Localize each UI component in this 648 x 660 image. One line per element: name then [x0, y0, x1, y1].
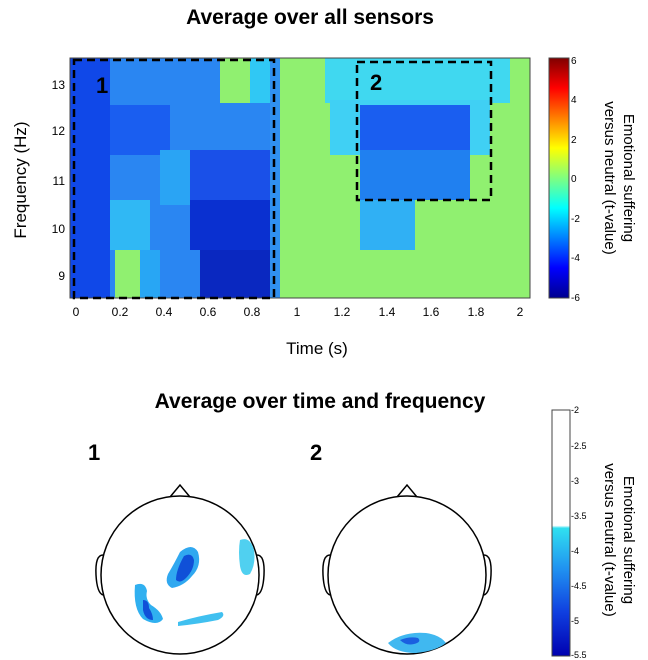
topo-1-label: 1: [88, 440, 100, 465]
colorbar-1-label-line2: versus neutral (t-value): [601, 101, 618, 254]
top-title: Average over all sensors: [186, 6, 434, 29]
x-tick-2: 2: [517, 305, 524, 319]
x-axis-label: Time (s): [286, 339, 348, 358]
region-1-box: [72, 58, 276, 300]
cb1-tick-0: 0: [571, 174, 577, 185]
colorbar-2-label-line1: Emotional suffering: [620, 476, 637, 604]
cb1-tick-6: 6: [571, 56, 577, 67]
x-tick-0.4: 0.4: [156, 305, 173, 319]
heatmap-frame: [69, 57, 531, 299]
x-tick-0: 0: [73, 305, 80, 319]
region-1-label: 1: [96, 73, 108, 98]
x-tick-1: 1: [294, 305, 301, 319]
nose-icon: [168, 483, 192, 498]
colorbar-1: 6 4 2 0 -2 -4 -6 Emotional suffering ver…: [548, 56, 637, 304]
y-tick-13: 13: [52, 78, 66, 92]
region-2-box: [355, 60, 493, 202]
cb2-tick-5: -4: [571, 546, 579, 556]
cb1-tick-2: 2: [571, 135, 577, 146]
cb2-tick-7: -5: [571, 616, 579, 626]
x-tick-1.8: 1.8: [468, 305, 485, 319]
x-tick-1.6: 1.6: [423, 305, 440, 319]
colorbar-1-label-line1: Emotional suffering: [620, 114, 637, 242]
region-2-label: 2: [370, 70, 382, 95]
cb2-tick-3: -3: [571, 476, 579, 486]
topo-2-label: 2: [310, 440, 322, 465]
topoplot-1: [95, 483, 265, 655]
y-axis-label: Frequency (Hz): [11, 121, 30, 238]
colorbar-2-label-line2: versus neutral (t-value): [601, 463, 618, 616]
cb1-tick-neg4: -4: [571, 253, 580, 264]
cb2-tick-6: -4.5: [571, 581, 587, 591]
topoplot-2: [322, 483, 492, 655]
cb2-tick-2: -2.5: [571, 441, 587, 451]
cb1-tick-neg2: -2: [571, 214, 580, 225]
cb2-tick-8: -5.5: [571, 650, 587, 660]
y-tick-12: 12: [52, 124, 66, 138]
nose-icon: [395, 483, 419, 498]
y-tick-labels: 13 12 11 10 9: [52, 78, 66, 283]
topo-2-blobs: [388, 632, 446, 653]
heatmap: [69, 57, 531, 300]
x-tick-1.4: 1.4: [379, 305, 396, 319]
y-tick-9: 9: [58, 269, 65, 283]
cb1-tick-neg6: -6: [571, 293, 580, 304]
x-tick-0.8: 0.8: [244, 305, 261, 319]
cb1-tick-4: 4: [571, 95, 577, 106]
colorbar-2: -2 -2.5 -3 -3.5 -4 -4.5 -5 -5.5 Emotiona…: [551, 405, 637, 660]
cb2-tick-4: -3.5: [571, 511, 587, 521]
y-tick-10: 10: [52, 222, 66, 236]
topo-1-blobs: [134, 539, 255, 626]
x-tick-1.2: 1.2: [334, 305, 351, 319]
x-tick-0.2: 0.2: [112, 305, 129, 319]
y-tick-11: 11: [53, 174, 66, 188]
x-tick-labels: 0 0.2 0.4 0.6 0.8 1 1.2 1.4 1.6 1.8 2: [73, 305, 524, 319]
head-outline: [327, 495, 487, 655]
cb2-tick-1: -2: [571, 405, 579, 415]
bottom-title: Average over time and frequency: [154, 390, 486, 413]
x-tick-0.6: 0.6: [200, 305, 217, 319]
